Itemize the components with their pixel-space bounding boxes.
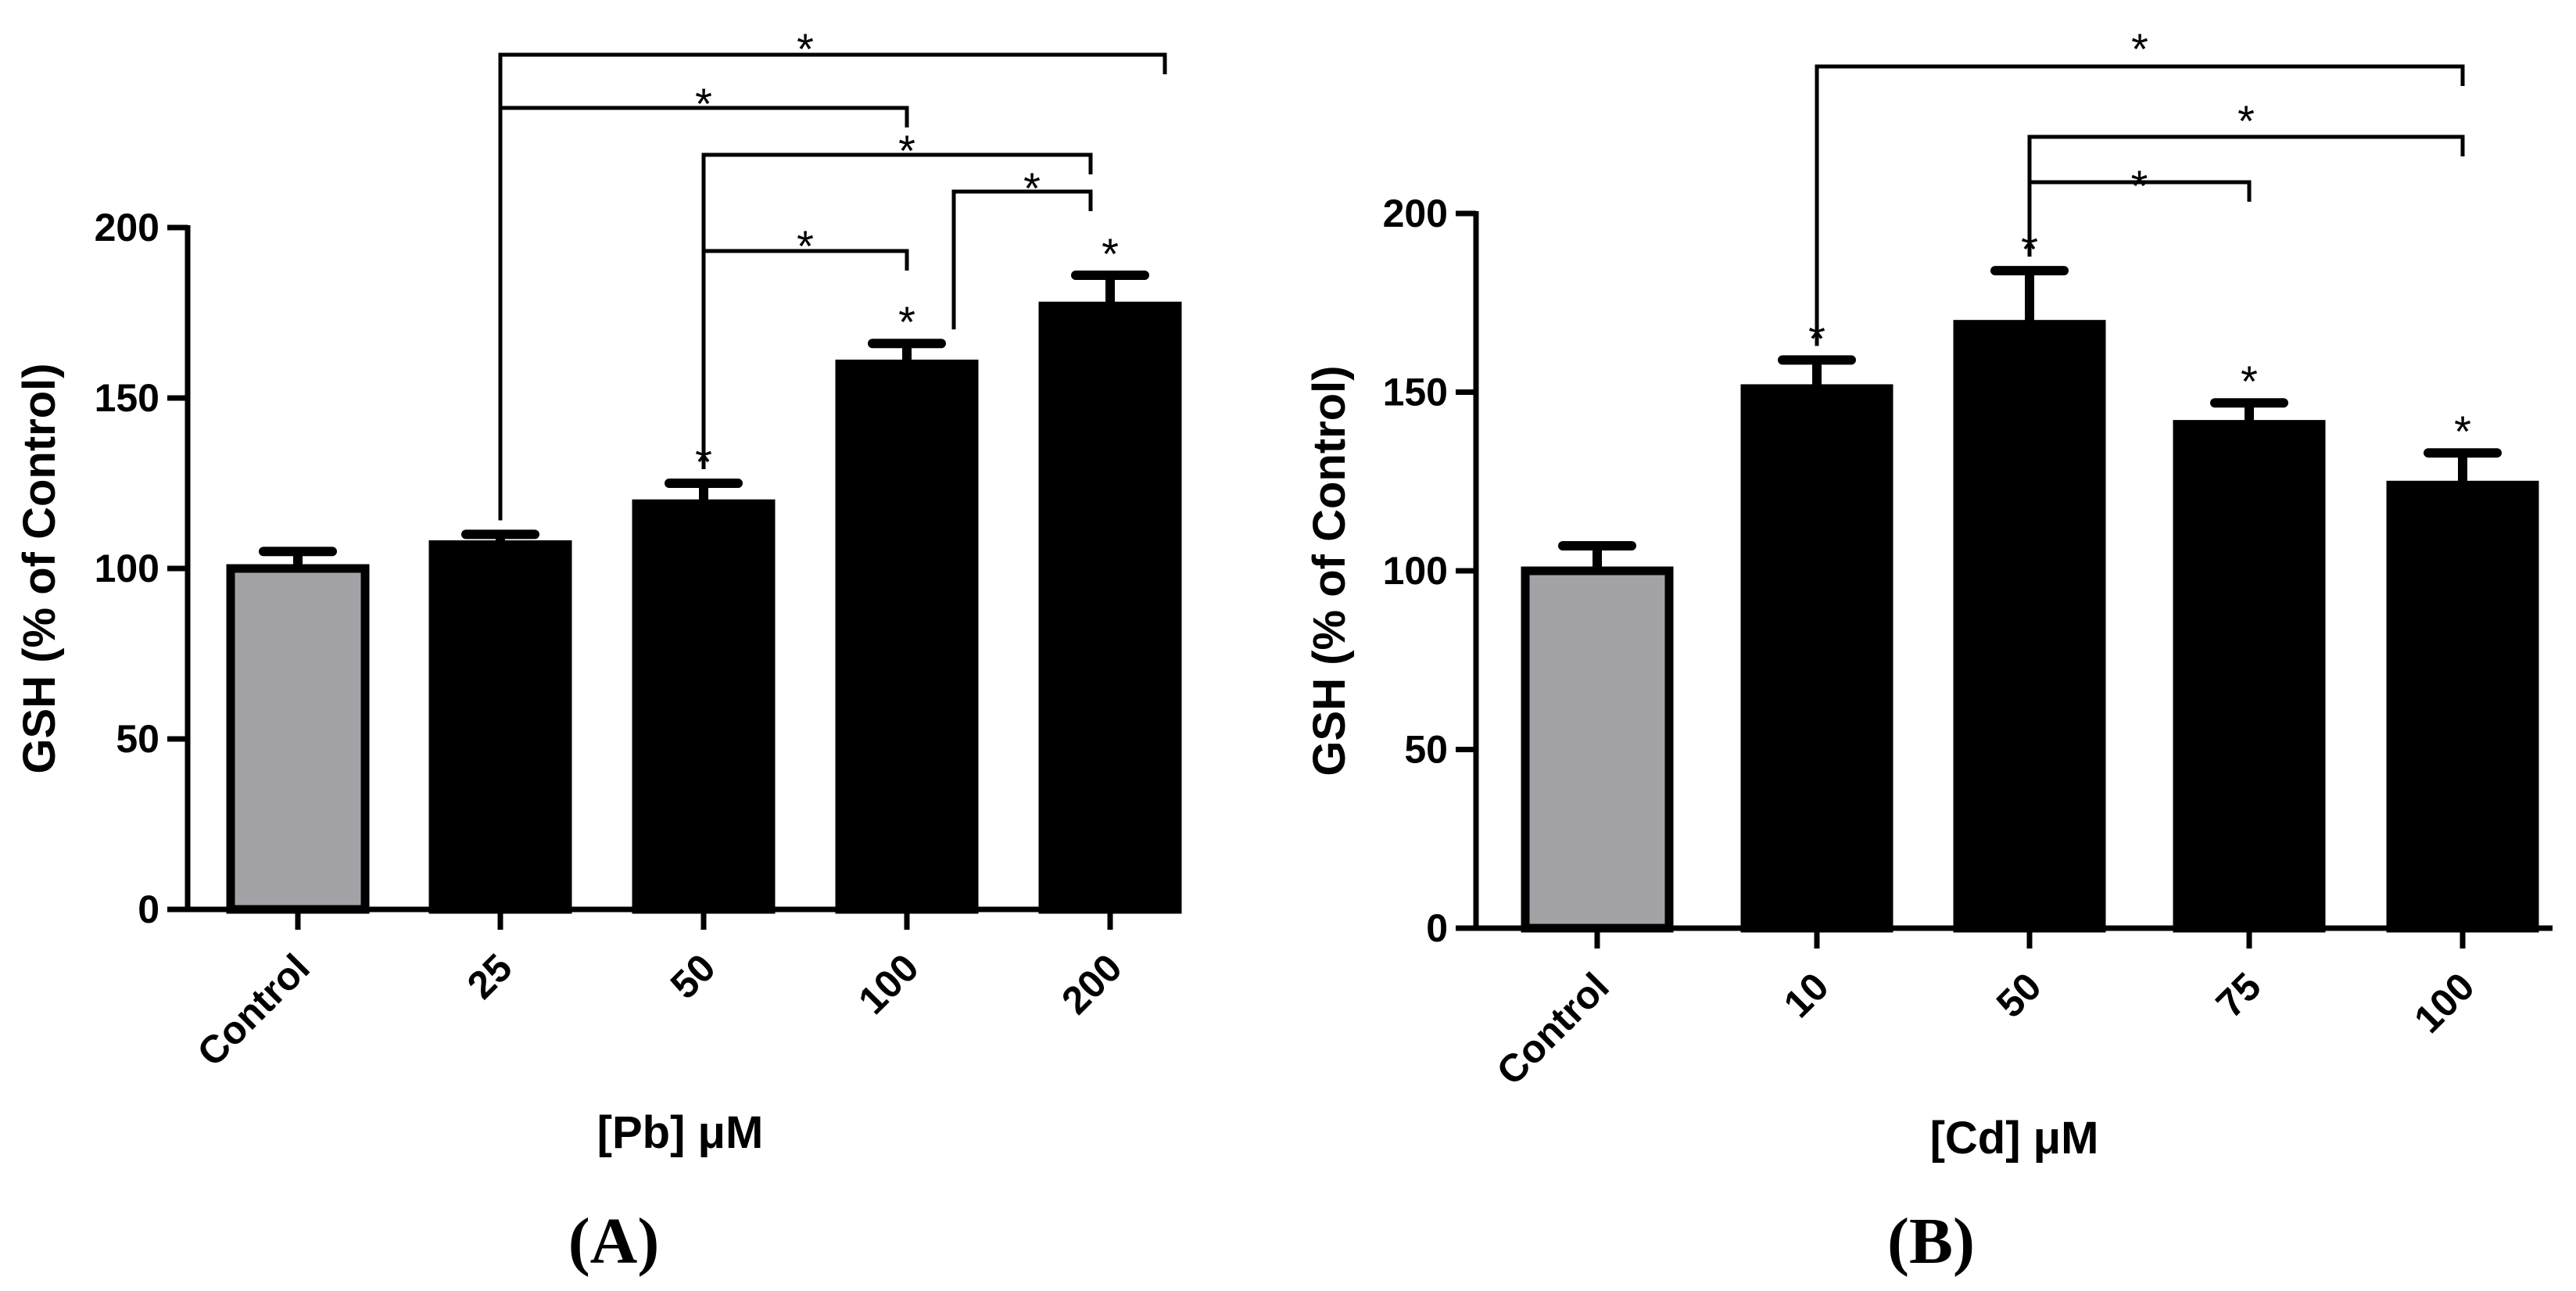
panel-label: (A)	[568, 1205, 660, 1278]
comparison-star: *	[1023, 163, 1041, 213]
x-axis-title: [Cd] μM	[1930, 1113, 2099, 1164]
comparison-bracket	[1815, 64, 2465, 346]
comparison-bracket	[498, 106, 909, 521]
panel-a: 0 50 100 150 200 GSH (% of Control) Control 25 5…	[14, 24, 1182, 1278]
y-tick-label: 50	[116, 717, 159, 761]
y-tick-label: 150	[95, 376, 159, 420]
x-tick-label: 10	[1775, 964, 1837, 1026]
bar	[428, 540, 572, 914]
comparison-bracket	[2027, 180, 2252, 257]
x-tick-label: 50	[1988, 964, 2050, 1026]
bar	[1740, 384, 1893, 933]
bar	[1038, 301, 1182, 914]
y-tick-label: 200	[1383, 192, 1448, 235]
comparison-bracket	[701, 249, 909, 469]
x-tick-label: Control	[1489, 964, 1618, 1093]
x-axis-title: [Pb] μM	[597, 1107, 764, 1158]
x-tick-label: 50	[662, 945, 724, 1007]
bar	[835, 359, 979, 914]
y-tick-label: 50	[1404, 728, 1448, 772]
x-tick-label: 100	[850, 945, 927, 1023]
x-tick-label: Control	[189, 945, 318, 1074]
panel-label: (B)	[1887, 1205, 1975, 1278]
y-tick-label: 0	[1426, 906, 1448, 950]
y-tick-label: 200	[95, 206, 159, 249]
y-axis-title: GSH (% of Control)	[14, 363, 65, 773]
comparison-star: *	[797, 24, 814, 74]
comparison-star: *	[2237, 96, 2255, 145]
comparison-star: *	[2131, 161, 2148, 210]
y-axis-title: GSH (% of Control)	[1304, 365, 1355, 776]
x-tick-label: 200	[1053, 945, 1130, 1023]
bar-significance-star: *	[2241, 357, 2258, 406]
bar	[1521, 566, 1674, 933]
x-tick-label: 25	[459, 945, 521, 1007]
panel-b: 0 50 100 150 200 GSH (% of Control) Control 10 *…	[1304, 24, 2553, 1278]
y-tick-label: 100	[95, 547, 159, 590]
bar	[2386, 480, 2539, 933]
x-tick-label: 100	[2406, 964, 2483, 1042]
x-tick-label: 75	[2208, 964, 2270, 1026]
comparison-star: *	[695, 79, 712, 128]
comparison-bracket	[2027, 134, 2465, 257]
comparison-star: *	[797, 221, 814, 271]
y-tick-label: 150	[1383, 371, 1448, 414]
comparison-star: *	[2131, 24, 2148, 74]
bar	[632, 499, 776, 914]
y-tick-label: 0	[138, 888, 159, 931]
bar-significance-star: *	[2454, 407, 2471, 456]
bar	[226, 564, 370, 914]
comparison-star: *	[898, 126, 915, 175]
bar	[1953, 320, 2106, 933]
y-tick-label: 100	[1383, 549, 1448, 593]
comparison-bracket	[951, 189, 1093, 330]
bar-significance-star: *	[1102, 229, 1119, 278]
bar-significance-star: *	[898, 297, 915, 346]
bar	[2173, 420, 2326, 933]
